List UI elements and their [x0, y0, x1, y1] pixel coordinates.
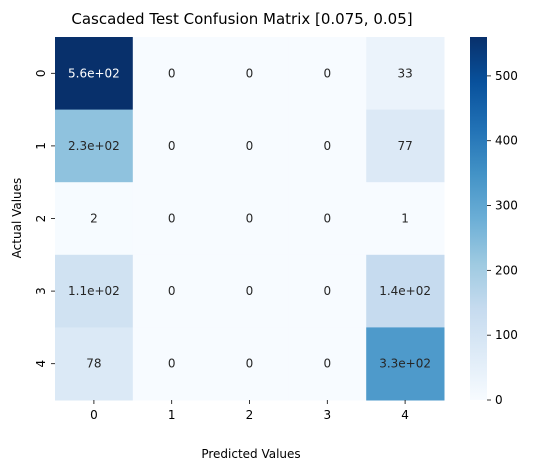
y-axis-label: Actual Values — [10, 178, 24, 259]
heatmap-cell-r2-c3 — [288, 182, 367, 256]
heatmap-cell-r4-c3 — [288, 327, 367, 401]
heatmap-cell-r3-c3 — [288, 254, 367, 328]
cell-label-r4-c1: 0 — [168, 357, 176, 371]
cell-label-r0-c3: 0 — [323, 66, 331, 80]
heatmap-cell-r1-c3 — [288, 109, 367, 183]
colorbar-tick-label-200: 200 — [495, 263, 518, 277]
chart-title: Cascaded Test Confusion Matrix [0.075, 0… — [71, 10, 412, 28]
cell-label-r3-c2: 0 — [246, 284, 254, 298]
heatmap-cell-r0-c4 — [366, 37, 445, 111]
x-axis-label: Predicted Values — [201, 447, 300, 461]
cell-label-r0-c4: 33 — [397, 66, 412, 80]
heatmap-cell-r1-c0 — [55, 109, 134, 183]
heatmap-cell-r0-c0 — [55, 37, 134, 111]
cell-label-r4-c0: 78 — [86, 357, 101, 371]
heatmap-cell-r4-c2 — [210, 327, 289, 401]
cell-label-r1-c0: 2.3e+02 — [68, 139, 120, 153]
cell-label-r0-c1: 0 — [168, 66, 176, 80]
y-tick-label-2: 2 — [34, 215, 48, 223]
x-tick-label-2: 2 — [246, 408, 254, 422]
heatmap-cell-r3-c2 — [210, 254, 289, 328]
x-tick-label-4: 4 — [401, 408, 409, 422]
heatmap-cell-r3-c1 — [132, 254, 212, 328]
colorbar-tick-label-100: 100 — [495, 328, 518, 342]
cell-label-r4-c3: 0 — [323, 357, 331, 371]
heatmap-cell-r0-c2 — [210, 37, 289, 111]
heatmap-cell-r4-c1 — [132, 327, 212, 401]
cell-label-r2-c0: 2 — [90, 212, 98, 226]
x-tick-label-0: 0 — [90, 408, 98, 422]
cell-label-r3-c0: 1.1e+02 — [68, 284, 120, 298]
heatmap-cell-r3-c0 — [55, 254, 134, 328]
heatmap-cell-r4-c0 — [55, 327, 134, 401]
cell-label-r2-c1: 0 — [168, 212, 176, 226]
cell-label-r4-c2: 0 — [246, 357, 254, 371]
cell-label-r1-c4: 77 — [397, 139, 412, 153]
cell-label-r3-c1: 0 — [168, 284, 176, 298]
y-tick-label-1: 1 — [34, 142, 48, 150]
colorbar-tick-label-500: 500 — [495, 69, 518, 83]
cell-label-r1-c1: 0 — [168, 139, 176, 153]
colorbar-tick-label-400: 400 — [495, 134, 518, 148]
colorbar — [470, 37, 487, 400]
cell-label-r0-c2: 0 — [246, 66, 254, 80]
colorbar-ticks: 0 100 200 300 400 500 — [487, 69, 518, 407]
cell-label-r1-c2: 0 — [246, 139, 254, 153]
heatmap-cell-r0-c3 — [288, 37, 367, 111]
cell-label-r1-c3: 0 — [323, 139, 331, 153]
heatmap-cell-labels: 5.6e+02 0 0 0 33 2.3e+02 0 0 0 77 2 0 0 0 1 1.1e+02 0 0 0 1… — [68, 66, 431, 370]
cell-label-r2-c3: 0 — [323, 212, 331, 226]
heatmap-cell-r0-c1 — [132, 37, 212, 111]
cell-label-r0-c0: 5.6e+02 — [68, 66, 120, 80]
heatmap-cells — [55, 37, 445, 401]
heatmap-cell-r4-c4 — [366, 327, 445, 401]
heatmap-cell-r2-c0 — [55, 182, 134, 256]
y-tick-label-3: 3 — [34, 287, 48, 295]
heatmap-cell-r1-c4 — [366, 109, 445, 183]
heatmap-cell-r2-c1 — [132, 182, 212, 256]
y-tick-label-0: 0 — [34, 69, 48, 77]
heatmap-cell-r2-c4 — [366, 182, 445, 256]
cell-label-r2-c2: 0 — [246, 212, 254, 226]
y-axis-ticks: 0 1 2 3 4 — [34, 69, 55, 368]
colorbar-tick-label-0: 0 — [495, 393, 503, 407]
x-tick-label-1: 1 — [168, 408, 176, 422]
cell-label-r4-c4: 3.3e+02 — [379, 357, 431, 371]
cell-label-r2-c4: 1 — [401, 212, 409, 226]
heatmap-cell-r2-c2 — [210, 182, 289, 256]
heatmap-cell-r1-c2 — [210, 109, 289, 183]
y-tick-label-4: 4 — [34, 360, 48, 368]
heatmap-cell-r3-c4 — [366, 254, 445, 328]
heatmap-cell-r1-c1 — [132, 109, 212, 183]
cell-label-r3-c3: 0 — [323, 284, 331, 298]
colorbar-tick-label-300: 300 — [495, 199, 518, 213]
x-tick-label-3: 3 — [323, 408, 331, 422]
x-axis-ticks: 0 1 2 3 4 — [90, 400, 409, 422]
cell-label-r3-c4: 1.4e+02 — [379, 284, 431, 298]
